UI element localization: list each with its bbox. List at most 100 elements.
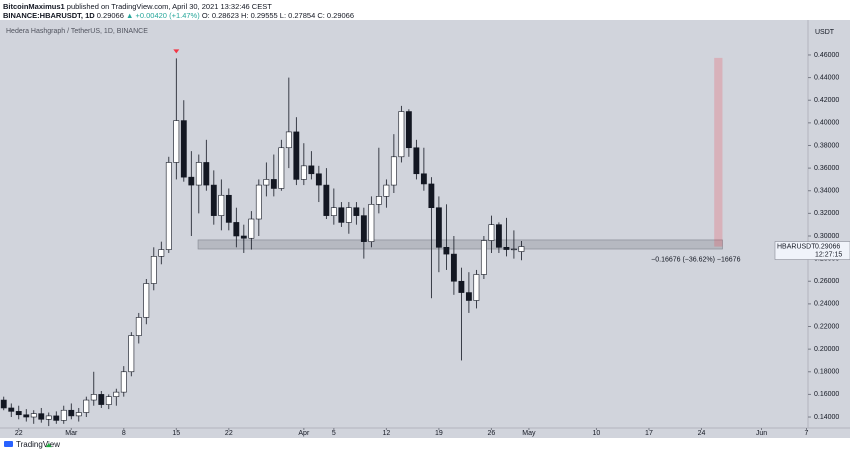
- candle-body: [30, 413, 37, 418]
- candle-body: [23, 414, 30, 418]
- measure-box: [714, 57, 723, 247]
- candle-body: [488, 224, 495, 241]
- candle-body: [480, 240, 487, 275]
- candle-body: [158, 249, 165, 257]
- candle-body: [270, 179, 277, 189]
- candle-body: [510, 248, 517, 251]
- y-tick-label: 0.42000: [814, 97, 839, 104]
- candle-body: [428, 183, 435, 209]
- tradingview-logo: [4, 441, 13, 447]
- y-tick-label: 0.44000: [814, 74, 839, 81]
- candle-body: [368, 204, 375, 242]
- low-marker: [45, 443, 52, 448]
- candle-body: [285, 131, 292, 149]
- published: published on TradingView.com, April 30, …: [66, 2, 272, 11]
- measure-label: −0.16676 (−36.62%) −16676: [651, 256, 740, 263]
- x-tick-label: 24: [698, 430, 706, 437]
- y-tick-label: 0.30000: [814, 233, 839, 240]
- candle-body: [503, 247, 510, 250]
- candle-body: [383, 184, 390, 197]
- candle-body: [75, 412, 82, 417]
- y-tick-label: 0.36000: [814, 165, 839, 172]
- candle-body: [225, 194, 232, 223]
- ohlc: O: 0.28623 H: 0.29555 L: 0.27854 C: 0.29…: [201, 11, 355, 20]
- candle-body: [338, 207, 345, 223]
- y-tick-label: 0.32000: [814, 210, 839, 217]
- candle-body: [0, 399, 7, 409]
- support-zone: [197, 239, 723, 250]
- candle-body: [143, 283, 150, 318]
- candle-body: [405, 111, 412, 149]
- countdown: 12:27:15: [815, 251, 842, 258]
- y-tick-label: 0.38000: [814, 142, 839, 149]
- x-tick-label: 26: [488, 430, 496, 437]
- candle-body: [113, 391, 120, 397]
- candle-body: [98, 394, 105, 405]
- candle-body: [173, 120, 180, 163]
- candle-body: [15, 411, 22, 416]
- candle-body: [68, 409, 75, 417]
- x-tick-label: 7: [805, 430, 809, 437]
- candle-body: [165, 162, 172, 250]
- candle-body: [293, 131, 300, 180]
- plot-background: [0, 20, 850, 438]
- y-tick-label: 0.34000: [814, 188, 839, 195]
- candle-body: [263, 179, 270, 186]
- x-tick-label: 15: [172, 430, 180, 437]
- candle-body: [83, 399, 90, 413]
- x-tick-label: 8: [122, 430, 126, 437]
- candle-body: [188, 176, 195, 186]
- candle-body: [443, 247, 450, 255]
- price: 0.29066: [96, 11, 124, 20]
- candle-body: [218, 194, 225, 216]
- candle-body: [450, 253, 457, 282]
- x-tick-label: May: [522, 430, 536, 437]
- x-tick-label: Jun: [756, 430, 767, 437]
- symbol: BINANCE:HBARUSDT, 1D: [3, 11, 95, 20]
- candle-body: [435, 207, 442, 248]
- candle-body: [300, 165, 307, 180]
- candle-body: [465, 292, 472, 301]
- x-tick-label: 12: [382, 430, 390, 437]
- candle-body: [495, 224, 502, 248]
- y-tick-label: 0.18000: [814, 369, 839, 376]
- candle-body: [180, 120, 187, 178]
- candle-body: [120, 371, 127, 393]
- candle-body: [330, 207, 337, 216]
- x-tick-label: 17: [645, 430, 653, 437]
- candle-body: [353, 207, 360, 216]
- candle-body: [323, 184, 330, 216]
- candle-body: [128, 335, 135, 373]
- candle-body: [458, 280, 465, 293]
- candle-body: [375, 196, 382, 205]
- candle-body: [233, 222, 240, 237]
- candle-body: [390, 156, 397, 186]
- candle-body: [278, 147, 285, 189]
- x-tick-label: 19: [435, 430, 443, 437]
- candle-body: [90, 394, 97, 401]
- candle-body: [203, 162, 210, 186]
- x-tick-label: Apr: [298, 430, 310, 437]
- y-tick-label: 0.24000: [814, 301, 839, 308]
- header-line: BitcoinMaximus1 published on TradingView…: [3, 2, 272, 11]
- candle-body: [105, 396, 112, 405]
- candle-body: [195, 162, 202, 186]
- x-tick-label: 10: [593, 430, 601, 437]
- candle-body: [53, 415, 60, 421]
- candle-body: [360, 215, 367, 242]
- candle-body: [8, 407, 15, 412]
- y-tick-label: 0.40000: [814, 120, 839, 127]
- change: ▲ +0.00420 (+1.47%): [125, 11, 200, 20]
- y-tick-label: 0.46000: [814, 52, 839, 59]
- candle-body: [398, 111, 405, 158]
- header-line: BINANCE:HBARUSDT, 1D 0.29066 ▲ +0.00420 …: [3, 11, 354, 20]
- y-tick-label: 0.14000: [814, 414, 839, 421]
- candle-body: [248, 218, 255, 239]
- candle-body: [255, 184, 262, 220]
- candle-body: [345, 207, 352, 223]
- candle-body: [135, 317, 142, 336]
- candle-body: [60, 409, 67, 421]
- candle-body: [413, 147, 420, 175]
